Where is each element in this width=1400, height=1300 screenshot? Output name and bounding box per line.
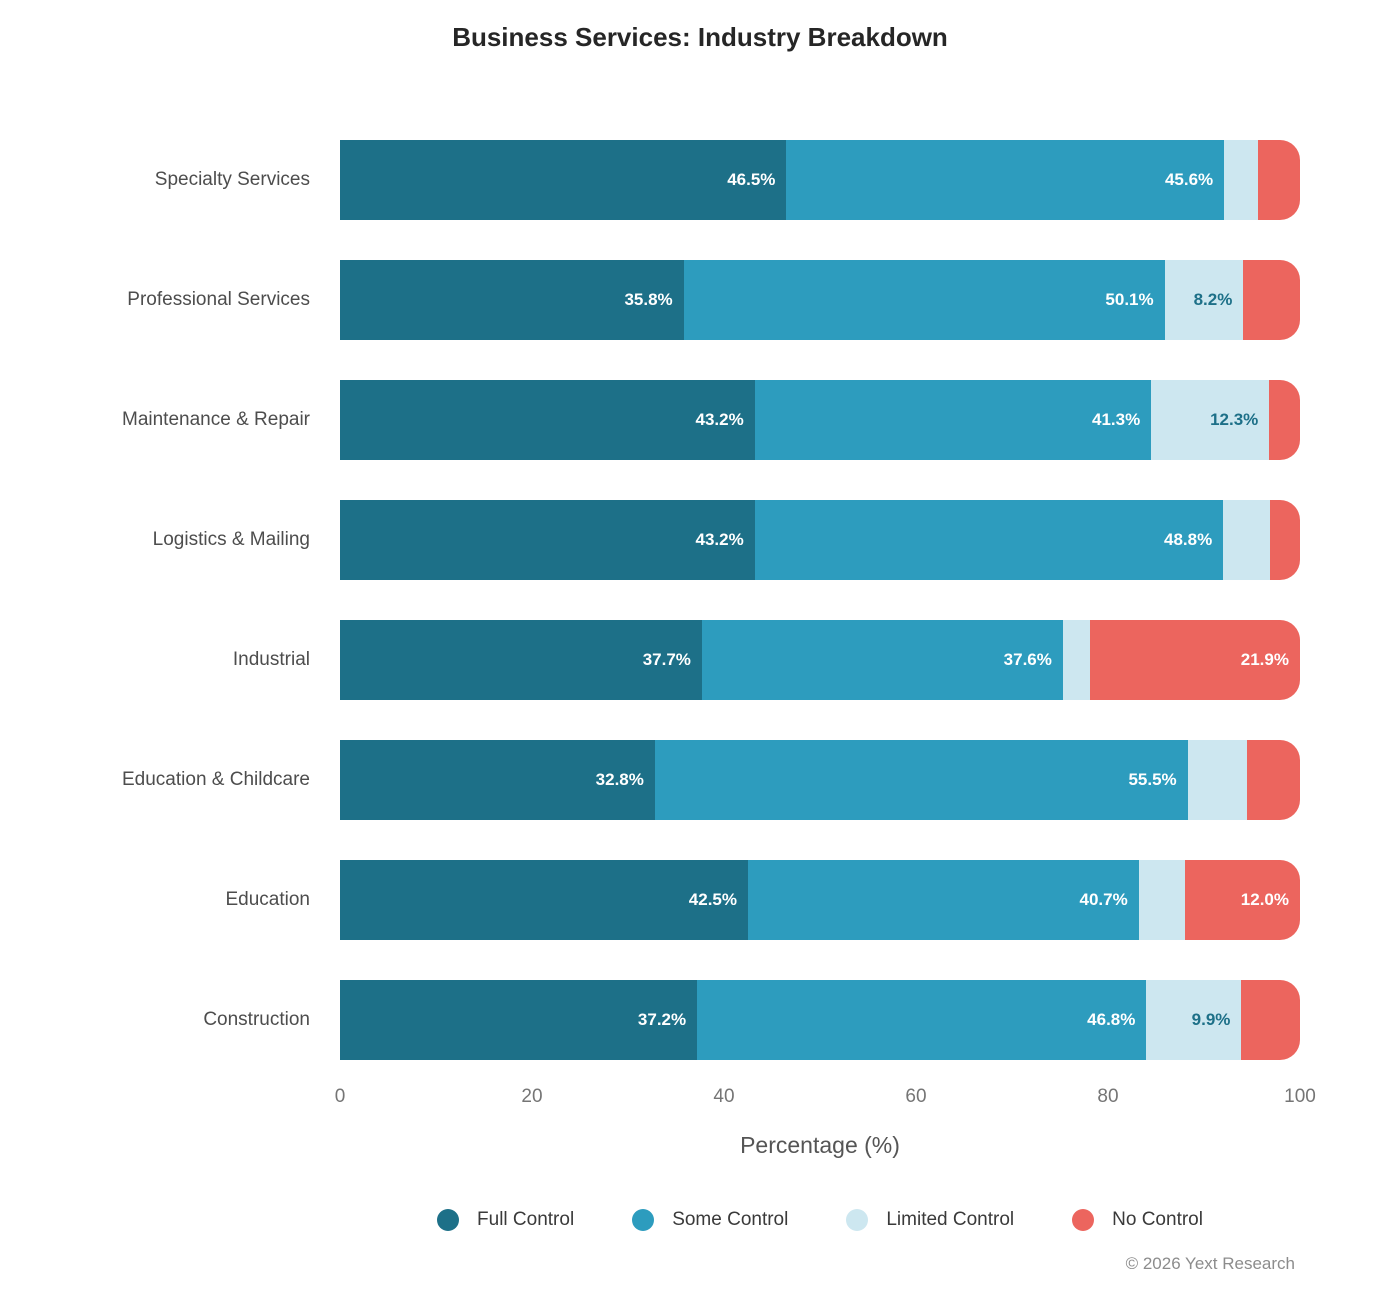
bar-segment-full-control: 43.2% bbox=[340, 500, 755, 580]
x-axis-tick: 20 bbox=[521, 1086, 543, 1107]
bar-row: 35.8% 50.1% 8.2% bbox=[340, 260, 1300, 340]
bar-segment-limited-control bbox=[1062, 620, 1090, 700]
segment-value-label: 40.7% bbox=[1079, 890, 1128, 909]
legend-item-limited-control: Limited Control bbox=[846, 1209, 1014, 1231]
bar-row: 46.5% 45.6% bbox=[340, 140, 1300, 220]
segment-value-label: 32.8% bbox=[595, 770, 644, 789]
legend-swatch-icon bbox=[437, 1209, 460, 1231]
bar-segment-some-control: 46.8% bbox=[697, 980, 1147, 1060]
footer-credit: © 2026 Yext Research bbox=[1125, 1254, 1295, 1273]
bar-row: 32.8% 55.5% bbox=[340, 740, 1300, 820]
bar-segment-full-control: 46.5% bbox=[340, 140, 787, 220]
bar-row: 43.2% 41.3% 12.3% bbox=[340, 380, 1300, 460]
x-axis-tick: 40 bbox=[713, 1086, 735, 1107]
legend-label: Some Control bbox=[672, 1209, 789, 1230]
x-axis: 0 20 40 60 80 100 bbox=[335, 1086, 1316, 1112]
bar-segment-some-control: 37.6% bbox=[701, 620, 1063, 700]
segment-value-label: 37.7% bbox=[642, 650, 691, 669]
segment-value-label: 37.6% bbox=[1003, 650, 1052, 669]
bar-segment-no-control: 12.0% bbox=[1184, 860, 1300, 940]
bar-segment-some-control: 45.6% bbox=[786, 140, 1225, 220]
bar-row: 37.2% 46.8% 9.9% bbox=[340, 980, 1300, 1060]
legend-item-full-control: Full Control bbox=[437, 1209, 574, 1231]
bar-segment-no-control bbox=[1269, 380, 1300, 460]
bar-segment-some-control: 41.3% bbox=[754, 380, 1152, 460]
bar-segment-full-control: 43.2% bbox=[340, 380, 755, 460]
category-label: Industrial bbox=[232, 649, 310, 670]
segment-value-label: 45.6% bbox=[1164, 170, 1214, 189]
category-axis: Specialty Services Professional Services M… bbox=[0, 140, 325, 1140]
bar-segment-full-control: 37.7% bbox=[340, 620, 702, 700]
segment-value-label: 46.5% bbox=[727, 170, 776, 189]
legend-swatch-icon bbox=[846, 1209, 869, 1231]
segment-value-label: 37.2% bbox=[637, 1010, 687, 1029]
legend-swatch-icon bbox=[632, 1209, 655, 1231]
bar-segment-no-control bbox=[1247, 740, 1300, 820]
bar-segment-limited-control bbox=[1187, 740, 1248, 820]
x-axis-tick: 80 bbox=[1097, 1086, 1119, 1107]
segment-value-label: 41.3% bbox=[1091, 410, 1141, 429]
segment-value-label: 21.9% bbox=[1240, 650, 1289, 669]
legend-label: No Control bbox=[1112, 1209, 1203, 1230]
legend-item-no-control: No Control bbox=[1072, 1209, 1203, 1231]
segment-value-label: 46.8% bbox=[1087, 1010, 1136, 1029]
segment-value-label: 48.8% bbox=[1163, 530, 1213, 549]
bar-row: 42.5% 40.7% 12.0% bbox=[340, 860, 1300, 940]
segment-value-label: 8.2% bbox=[1193, 290, 1233, 309]
legend-item-some-control: Some Control bbox=[632, 1209, 788, 1231]
bar-segment-limited-control bbox=[1223, 500, 1271, 580]
segment-value-label: 12.3% bbox=[1210, 410, 1259, 429]
bar-segment-no-control bbox=[1241, 980, 1300, 1060]
legend-label: Full Control bbox=[477, 1209, 575, 1230]
segment-value-label: 12.0% bbox=[1240, 890, 1289, 909]
bar-segment-no-control bbox=[1243, 260, 1300, 340]
segment-value-label: 43.2% bbox=[695, 530, 744, 549]
bar-segment-full-control: 42.5% bbox=[340, 860, 748, 940]
x-axis-tick: 100 bbox=[1284, 1086, 1316, 1107]
segment-value-label: 55.5% bbox=[1128, 770, 1177, 789]
category-label: Construction bbox=[203, 1009, 310, 1030]
bar-segment-some-control: 55.5% bbox=[654, 740, 1188, 820]
legend-swatch-icon bbox=[1072, 1209, 1095, 1231]
bar-segment-full-control: 37.2% bbox=[340, 980, 698, 1060]
bar-segment-limited-control: 8.2% bbox=[1164, 260, 1244, 340]
category-label: Maintenance & Repair bbox=[122, 409, 310, 430]
segment-value-label: 43.2% bbox=[695, 410, 744, 429]
legend: Full Control Some Control Limited Control N… bbox=[340, 1203, 1300, 1237]
chart-title: Business Services: Industry Breakdown bbox=[452, 22, 948, 52]
bar-segment-no-control bbox=[1257, 140, 1300, 220]
bar-segment-no-control: 21.9% bbox=[1089, 620, 1300, 700]
bar-segment-limited-control bbox=[1138, 860, 1185, 940]
bar-segment-no-control bbox=[1270, 500, 1300, 580]
bar-segment-some-control: 50.1% bbox=[683, 260, 1165, 340]
bar-segment-full-control: 35.8% bbox=[340, 260, 684, 340]
segment-value-label: 9.9% bbox=[1191, 1010, 1231, 1029]
segment-value-label: 35.8% bbox=[624, 290, 673, 309]
bar-segment-limited-control: 9.9% bbox=[1146, 980, 1242, 1060]
bar-segment-limited-control: 12.3% bbox=[1151, 380, 1270, 460]
legend-label: Limited Control bbox=[886, 1209, 1015, 1230]
x-axis-label: Percentage (%) bbox=[740, 1132, 900, 1158]
category-label: Education & Childcare bbox=[122, 769, 310, 790]
bar-segment-some-control: 48.8% bbox=[754, 500, 1224, 580]
category-label: Logistics & Mailing bbox=[152, 529, 310, 550]
bar-segment-some-control: 40.7% bbox=[748, 860, 1139, 940]
category-label: Education bbox=[225, 889, 310, 910]
bar-segment-full-control: 32.8% bbox=[340, 740, 655, 820]
segment-value-label: 42.5% bbox=[688, 890, 737, 909]
plot-area: 46.5% 45.6% 35.8% 50.1% 8.2% 43.2% 41.3% 12.3% 4… bbox=[340, 140, 1300, 1140]
x-axis-tick: 0 bbox=[334, 1086, 346, 1107]
bar-row: 43.2% 48.8% bbox=[340, 500, 1300, 580]
category-label: Specialty Services bbox=[154, 169, 310, 190]
bar-row: 37.7% 37.6% 21.9% bbox=[340, 620, 1300, 700]
segment-value-label: 50.1% bbox=[1105, 290, 1154, 309]
category-label: Professional Services bbox=[127, 289, 310, 310]
x-axis-tick: 60 bbox=[905, 1086, 927, 1107]
bar-segment-limited-control bbox=[1224, 140, 1258, 220]
